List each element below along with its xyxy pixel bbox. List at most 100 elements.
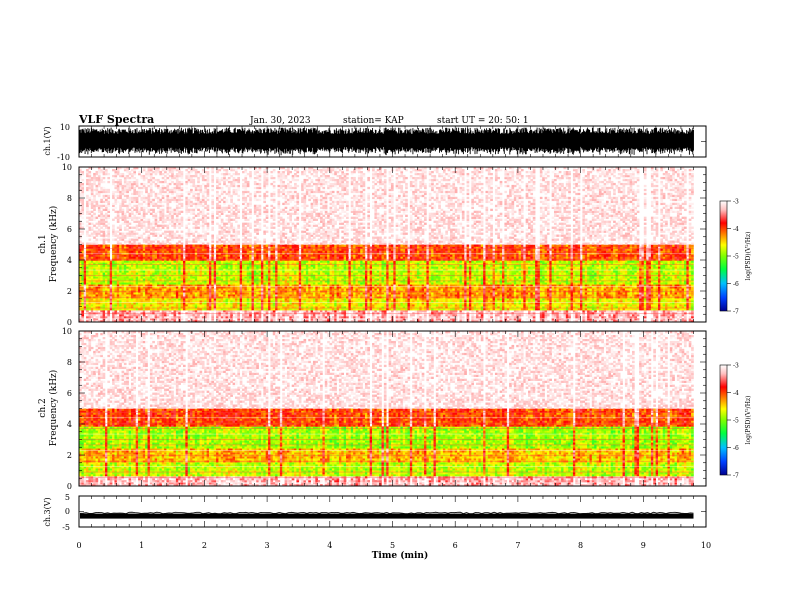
spectrogram-cell [156, 308, 160, 311]
spectrogram-cell [86, 186, 89, 190]
spectrogram-cell [159, 318, 163, 321]
spectrogram-cell [227, 214, 231, 217]
spectrogram-cell [185, 298, 189, 301]
spectrogram-cell [133, 204, 137, 208]
spectrogram-cell [263, 200, 266, 204]
spectrogram-cell [192, 232, 196, 235]
spectrogram-cell [105, 266, 108, 269]
spectrogram-cell [204, 232, 207, 235]
spectrogram-cell [93, 172, 96, 176]
spectrogram-cell [190, 200, 193, 204]
spectrogram-cell [126, 288, 129, 291]
spectrogram-cell [164, 180, 167, 184]
spectrogram-cell [197, 266, 200, 269]
spectrogram-cell [232, 192, 236, 196]
spectrogram-cell [100, 176, 103, 180]
spectrogram-cell [130, 268, 134, 271]
spectrogram-cell [166, 260, 170, 263]
spectrogram-cell [237, 286, 240, 289]
spectrogram-cell [102, 248, 106, 251]
spectrogram-cell [121, 302, 125, 305]
spectrogram-cell [272, 282, 276, 285]
spectrogram-cell [138, 248, 141, 251]
spectrogram-cell [90, 288, 94, 291]
spectrogram-cell [149, 200, 153, 204]
spectrogram-cell [126, 210, 129, 214]
spectrogram-cell [128, 234, 132, 237]
spectrogram-cell [88, 174, 92, 178]
spectrogram-cell [105, 282, 108, 285]
spectrogram-cell [79, 272, 82, 275]
spectrogram-cell [168, 244, 172, 247]
spectrogram-cell [218, 272, 222, 275]
spectrogram-cell [234, 236, 238, 239]
spectrogram-cell [230, 254, 233, 257]
spectrogram-cell [201, 286, 205, 289]
spectrogram-cell [187, 268, 191, 271]
spectrogram-cell [230, 298, 233, 301]
spectrogram-cell [140, 314, 144, 317]
spectrogram-cell [225, 192, 229, 196]
spectrogram-cell [216, 194, 219, 198]
spectrogram-cell [123, 174, 127, 178]
spectrogram-cell [220, 226, 224, 229]
spectrogram-cell [97, 232, 101, 235]
spectrogram-cell [140, 216, 144, 219]
spectrogram-cell [230, 316, 233, 319]
spectrogram-cell [95, 264, 99, 267]
spectrogram-cell [156, 224, 160, 227]
spectrogram-cell [142, 224, 146, 227]
spectrogram-cell [201, 308, 205, 311]
spectrogram-cell [102, 246, 106, 249]
spectrogram-cell [239, 276, 243, 279]
spectrogram-cell [185, 288, 189, 291]
spectrogram-cell [142, 312, 146, 315]
spectrogram-cell [166, 206, 170, 210]
spectrogram-cell [97, 308, 101, 311]
spectrogram-cell [95, 226, 99, 229]
spectrogram-cell [220, 172, 224, 176]
spectrogram-cell [251, 306, 255, 309]
spectrogram-cell [211, 254, 215, 257]
spectrogram-cell [208, 308, 212, 311]
spectrogram-cell [79, 226, 82, 229]
spectrogram-cell [168, 260, 172, 263]
spectrogram-cell [138, 216, 141, 219]
spectrogram-cell [121, 312, 125, 315]
spectrogram-cell [197, 256, 200, 259]
spectrogram-cell [242, 268, 245, 271]
spectrogram-cell [105, 276, 108, 279]
spectrogram-cell [149, 212, 153, 215]
spectrogram-cell [192, 260, 196, 263]
spectrogram-cell [204, 256, 207, 259]
spectrogram-cell [168, 250, 172, 253]
spectrogram-cell [246, 272, 250, 275]
spectrogram-cell [156, 236, 160, 239]
spectrogram-cell [107, 278, 111, 281]
spectrogram-cell [159, 204, 163, 208]
spectrogram-cell [93, 288, 96, 291]
spectrogram-cell [178, 184, 181, 188]
spectrogram-cell [128, 216, 132, 219]
spectrogram-cell [216, 170, 219, 174]
spectrogram-cell [88, 286, 92, 289]
spectrogram-cell [126, 268, 129, 271]
spectrogram-cell [220, 236, 224, 239]
spectrogram-cell [138, 310, 141, 313]
spectrogram-cell [95, 234, 99, 237]
spectrogram-cell [216, 316, 219, 319]
spectrogram-cell [270, 244, 274, 247]
spectrogram-cell [206, 172, 210, 176]
spectrogram-cell [114, 230, 118, 233]
spectrogram-cell [251, 248, 255, 251]
spectrogram-cell [230, 280, 233, 283]
spectrogram-cell [109, 262, 113, 265]
spectrogram-cell [142, 208, 146, 212]
spectrogram-cell [192, 310, 196, 313]
spectrogram-cell [147, 184, 151, 188]
spectrogram-cell [251, 298, 255, 301]
spectrogram-cell [121, 222, 125, 225]
spectrogram-cell [204, 294, 207, 297]
spectrogram-cell [234, 168, 238, 172]
spectrogram-cell [201, 314, 205, 317]
